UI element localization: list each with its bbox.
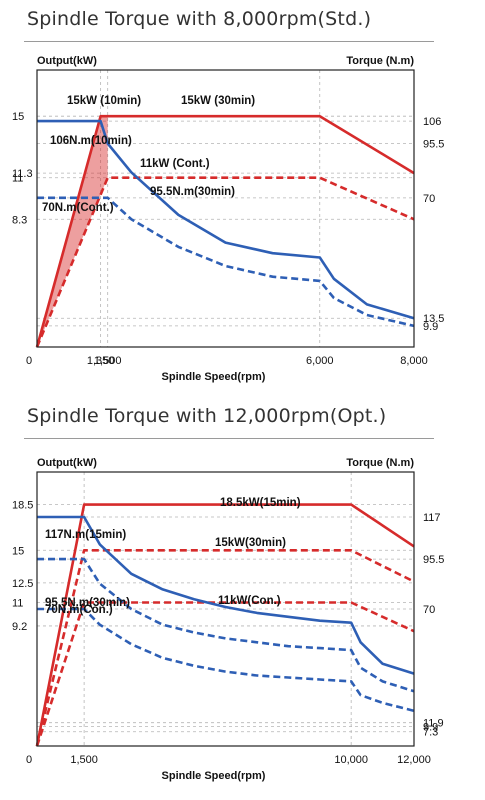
chart1-ytick-left-1: 11.3 <box>12 168 33 180</box>
chart2-ytick-right-1: 95.5 <box>423 554 444 566</box>
chart2-ytick-left-1: 15 <box>12 545 24 557</box>
chart2-title-rule <box>24 438 434 439</box>
chart1-svg: Output(kW) Torque (N.m) 15 11.311 8.3 106 95.5… <box>12 55 444 383</box>
chart1-series-output-0 <box>35 114 415 348</box>
chart1-ylabel-left: Output(kW) <box>37 55 97 67</box>
chart1-xtick-4: 8,000 <box>400 355 428 367</box>
chart1-series-torque-3 <box>37 196 415 328</box>
chart2-ytick-left-4: 9.2 <box>12 621 27 633</box>
chart2-annotation-4: 11kW(Con.) <box>218 595 281 607</box>
chart2-title: Spindle Torque with 12,000rpm(Opt.) <box>27 405 387 427</box>
chart1-title: Spindle Torque with 8,000rpm(Std.) <box>27 8 372 30</box>
chart2-annotation-1: 15kW(30min) <box>215 537 286 549</box>
chart2-series-torque-3 <box>37 515 415 675</box>
chart1-xtick-1: 1,350 <box>87 355 115 367</box>
chart1-xtick-3: 6,000 <box>306 355 334 367</box>
chart2-xtick-0: 0 <box>26 754 32 766</box>
chart2-series-output-1 <box>35 549 415 747</box>
chart1-ytick-left-0: 15 <box>12 111 24 123</box>
chart1-shaded-region <box>37 116 108 348</box>
chart2-xtick-1: 1,500 <box>70 754 98 766</box>
chart1-ytick-left-2: 11 <box>12 173 23 185</box>
chart2-annotation-5: 70N.m(Con.) <box>45 604 113 616</box>
chart1-annotation-0: 15kW (10min) <box>67 95 141 107</box>
chart1-xtick-2: 1,500 <box>94 355 122 367</box>
chart1-plot-frame <box>36 69 415 348</box>
chart2-xlabel: Spindle Speed(rpm) <box>162 770 266 782</box>
chart2-annotation-0: 18.5kW(15min) <box>220 497 301 509</box>
chart1-ylabel-right: Torque (N.m) <box>346 55 414 67</box>
chart2-svg: Output(kW) Torque (N.m) 18.5 15 12.5 11 9.2 117… <box>12 457 444 782</box>
chart2-ytick-right-5: 7.3 <box>423 727 438 739</box>
chart2-plot-frame <box>36 471 415 747</box>
chart2-xtick-2: 10,000 <box>334 754 368 766</box>
chart2-annotation-3: 95.5N.m(30min) <box>45 597 130 609</box>
chart1-series-torque-2 <box>37 119 415 320</box>
chart2-xtick-3: 12,000 <box>397 754 431 766</box>
chart2-ytick-left-3: 11 <box>12 597 23 609</box>
chart2-ytick-right-2: 70 <box>423 604 435 616</box>
chart1-annotation-1: 15kW (30min) <box>181 95 255 107</box>
chart1-title-rule <box>24 41 434 42</box>
chart2-series-torque-4 <box>37 557 415 693</box>
chart2-ylabel-left: Output(kW) <box>37 457 97 469</box>
chart1-series-output-1 <box>35 176 415 348</box>
chart1-ytick-left-3: 8.3 <box>12 214 27 226</box>
chart2-ytick-right-3: 11.9 <box>423 718 444 730</box>
chart1-xlabel: Spindle Speed(rpm) <box>162 371 266 383</box>
chart1-ytick-right-2: 70 <box>423 193 435 205</box>
chart1-ytick-right-1: 95.5 <box>423 139 444 151</box>
chart2-ytick-left-2: 12.5 <box>12 578 33 590</box>
chart1-xtick-0: 0 <box>26 355 32 367</box>
chart1-annotation-2: 106N.m(10min) <box>50 135 132 147</box>
chart2-ytick-right-0: 117 <box>423 512 441 524</box>
chart1-ytick-right-4: 9.9 <box>423 321 438 333</box>
chart2-ylabel-right: Torque (N.m) <box>346 457 414 469</box>
chart2-series-torque-5 <box>37 607 415 713</box>
chart1-annotation-5: 70N.m(Cont.) <box>42 202 114 214</box>
chart1-annotation-4: 95.5N.m(30min) <box>150 186 235 198</box>
chart2-annotation-2: 117N.m(15min) <box>45 529 126 541</box>
chart1-ytick-right-0: 106 <box>423 116 441 128</box>
chart2-series-output-2 <box>35 601 415 747</box>
chart2-series-output-0 <box>35 503 415 747</box>
chart1-ytick-right-3: 13.5 <box>423 313 444 325</box>
chart2-ytick-left-0: 18.5 <box>12 500 33 512</box>
chart1-annotation-3: 11kW (Cont.) <box>140 158 210 170</box>
chart2-ytick-right-4: 9.9 <box>423 722 438 734</box>
